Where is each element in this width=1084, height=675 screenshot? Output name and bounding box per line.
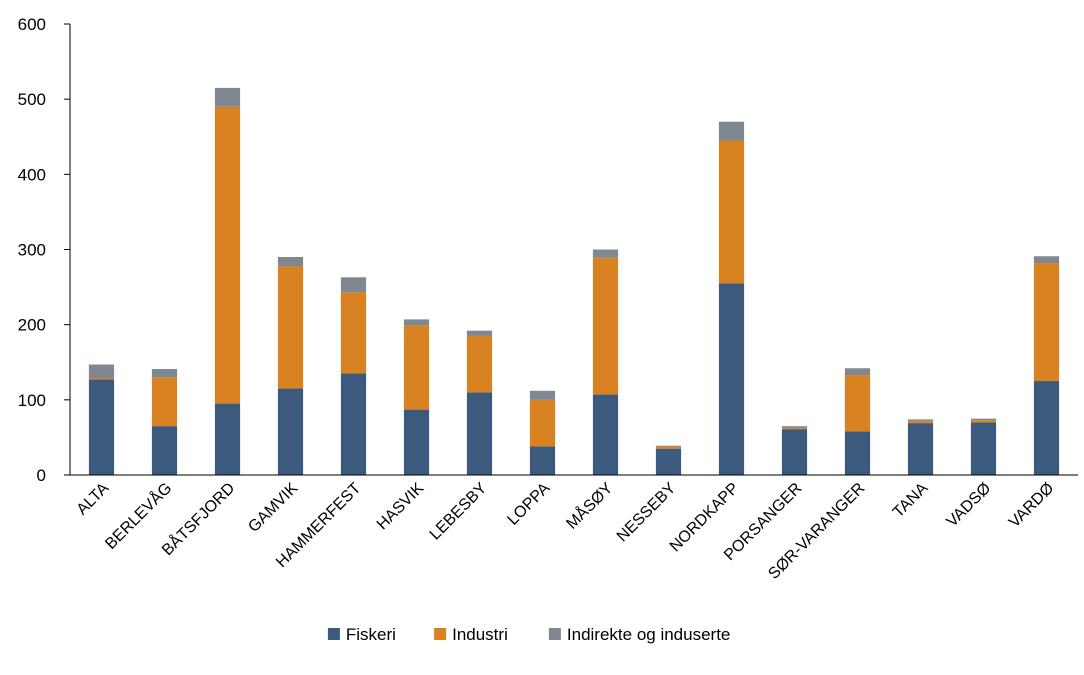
y-tick-label: 400 [18, 165, 46, 184]
bar-segment [655, 448, 682, 475]
bar-segment [907, 419, 934, 421]
bar-segment [781, 429, 808, 475]
bar-segment [151, 426, 178, 475]
bar-segment [340, 292, 367, 374]
y-tick-label: 200 [18, 316, 46, 335]
bar-segment [1033, 263, 1060, 382]
x-category-label: NESSEBY [614, 480, 680, 546]
bar-segment [781, 426, 808, 428]
bar-segment [529, 446, 556, 475]
bar-segment [907, 423, 934, 475]
x-category-label: TANA [890, 480, 932, 522]
legend-swatch [548, 628, 561, 640]
bar-segment [529, 390, 556, 400]
bar-segment [970, 420, 997, 423]
y-axis: 0 100 200 300 400 500 600 [18, 15, 71, 485]
y-tick-label: 100 [18, 391, 46, 410]
legend: Fiskeri Industri Indirekte og induserte [327, 625, 731, 644]
bar-segment [88, 364, 115, 379]
bar-segment [466, 330, 493, 336]
bar-segment [340, 277, 367, 293]
x-category-label: VADSØ [944, 480, 995, 531]
bar-segment [718, 140, 745, 284]
bar-segment [466, 392, 493, 475]
bar-segment [592, 257, 619, 395]
legend-label: Industri [452, 625, 508, 644]
bar-segment [403, 409, 430, 475]
bar-segment [1033, 256, 1060, 264]
bar-segment [970, 418, 997, 421]
bar-segment [970, 422, 997, 475]
bar-segment [844, 431, 871, 475]
bar-segment [718, 283, 745, 475]
bar-segment [277, 388, 304, 475]
bar-segment [466, 335, 493, 393]
bar-segment [655, 446, 682, 449]
bar-segment [214, 106, 241, 404]
bar-segment [403, 325, 430, 410]
x-category-label: MÅSØY [562, 478, 617, 533]
bar-segment [655, 445, 682, 447]
x-category-label: LOPPA [504, 480, 553, 529]
x-category-label: LEBESBY [427, 480, 491, 544]
bar-segment [277, 257, 304, 267]
bar-segment [214, 403, 241, 475]
legend-label: Fiskeri [346, 625, 396, 644]
bar-segment [403, 319, 430, 326]
bar-segment [214, 87, 241, 107]
y-tick-label: 0 [37, 466, 46, 485]
bar-segment [529, 399, 556, 447]
bar-segment [277, 266, 304, 389]
legend-label: Indirekte og induserte [567, 625, 731, 644]
bar-segment [151, 377, 178, 427]
bar-segment [844, 368, 871, 376]
y-tick-label: 500 [18, 90, 46, 109]
bars-group [88, 87, 1060, 475]
bar-segment [907, 420, 934, 424]
bar-segment [592, 394, 619, 475]
legend-swatch [434, 628, 447, 640]
bar-segment [88, 379, 115, 475]
x-category-label: VARDØ [1006, 480, 1057, 531]
bar-segment [340, 373, 367, 475]
legend-swatch [327, 628, 340, 640]
bar-segment [592, 249, 619, 258]
y-tick-label: 600 [18, 15, 46, 34]
x-category-label: HASVIK [374, 480, 428, 534]
bar-segment [151, 369, 178, 378]
bar-segment [844, 375, 871, 432]
y-tick-label: 300 [18, 241, 46, 260]
bar-segment [88, 378, 115, 380]
bar-segment [781, 427, 808, 430]
x-category-label: GAMVIK [245, 480, 301, 536]
bar-segment [718, 121, 745, 141]
x-category-label: ALTA [74, 480, 113, 519]
bar-segment [1033, 381, 1060, 475]
